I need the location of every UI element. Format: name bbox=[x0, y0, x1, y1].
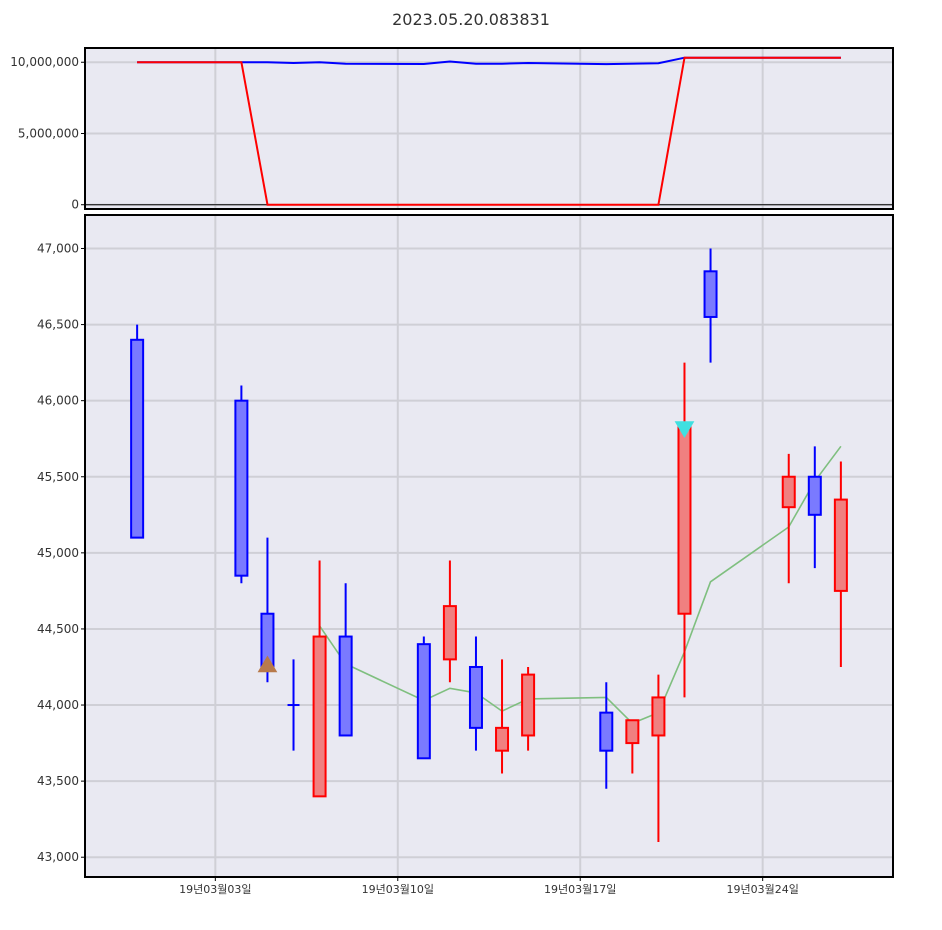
trade-markers bbox=[257, 421, 695, 673]
candle bbox=[130, 324, 145, 539]
bottom-panel-grid bbox=[85, 215, 893, 877]
x-tick-label: 19년03월10일 bbox=[362, 882, 434, 896]
top-y-tick-label: 0 bbox=[71, 198, 79, 212]
candle bbox=[521, 666, 536, 751]
top-series-line-1 bbox=[137, 56, 841, 66]
candle bbox=[260, 537, 275, 683]
bottom-y-tick-label: 45,500 bbox=[37, 470, 79, 484]
candle bbox=[599, 682, 614, 789]
candle bbox=[651, 674, 666, 842]
candle-body bbox=[312, 635, 327, 798]
bottom-panel-frame bbox=[84, 214, 894, 878]
candle bbox=[338, 583, 353, 737]
x-tick-label: 19년03월03일 bbox=[179, 882, 251, 896]
candle bbox=[625, 719, 640, 774]
candle-body bbox=[807, 475, 822, 516]
candle-body bbox=[130, 338, 145, 539]
bottom-y-tick-label: 43,000 bbox=[37, 850, 79, 864]
candle bbox=[468, 636, 483, 751]
candle-body bbox=[703, 270, 718, 318]
candle-body bbox=[234, 399, 249, 577]
top-y-tick-label: 5,000,000 bbox=[18, 126, 79, 140]
candle bbox=[416, 636, 431, 760]
bottom-y-tick-label: 46,000 bbox=[37, 394, 79, 408]
candle-body bbox=[442, 605, 457, 661]
x-tick-label: 19년03월17일 bbox=[544, 882, 616, 896]
candlesticks bbox=[130, 248, 848, 842]
candle-body bbox=[495, 726, 510, 752]
candle-body bbox=[416, 643, 431, 760]
bottom-panel-bg bbox=[84, 214, 894, 878]
bottom-y-tick-label: 44,000 bbox=[37, 698, 79, 712]
bottom-panel-y-axis: 43,000 43,500 44,000 44,500 45,000 45,500 46,0… bbox=[37, 241, 85, 864]
candle bbox=[312, 560, 327, 798]
candle bbox=[703, 248, 718, 363]
sell-marker-triangle-down bbox=[674, 421, 695, 439]
top-panel-y-axis: 0 5,000,000 10,000,000 bbox=[10, 55, 85, 212]
candle-body bbox=[677, 422, 692, 615]
candle bbox=[677, 362, 692, 698]
candle bbox=[781, 453, 796, 584]
bottom-y-tick-label: 47,000 bbox=[37, 241, 79, 255]
candle-body bbox=[599, 711, 614, 752]
candle bbox=[234, 385, 249, 584]
candle-body bbox=[468, 665, 483, 729]
candle-body bbox=[338, 635, 353, 737]
candle-body bbox=[781, 475, 796, 509]
candle bbox=[442, 560, 457, 683]
x-tick-label: 19년03월24일 bbox=[726, 882, 798, 896]
candle bbox=[287, 659, 300, 751]
bottom-panel-x-axis: 19년03월03일 19년03월10일 19년03월17일 19년03월24일 bbox=[179, 877, 799, 896]
top-panel-series bbox=[137, 56, 841, 206]
bottom-y-tick-label: 45,000 bbox=[37, 546, 79, 560]
buy-marker-triangle-up bbox=[257, 655, 278, 673]
top-panel-frame bbox=[84, 47, 894, 210]
top-series-line-2 bbox=[137, 56, 841, 206]
candle-body bbox=[651, 696, 666, 737]
candle-body bbox=[625, 719, 640, 745]
bottom-y-tick-label: 44,500 bbox=[37, 622, 79, 636]
candle bbox=[495, 659, 510, 774]
chart-title: 2023.05.20.083831 bbox=[392, 10, 550, 29]
candle bbox=[833, 461, 848, 667]
bottom-y-tick-label: 46,500 bbox=[37, 318, 79, 332]
top-panel-bg bbox=[84, 47, 894, 210]
candle bbox=[807, 446, 822, 569]
candle-body bbox=[521, 673, 536, 737]
bottom-y-tick-label: 43,500 bbox=[37, 774, 79, 788]
top-y-tick-label: 10,000,000 bbox=[10, 55, 79, 69]
candle-body bbox=[833, 498, 848, 592]
